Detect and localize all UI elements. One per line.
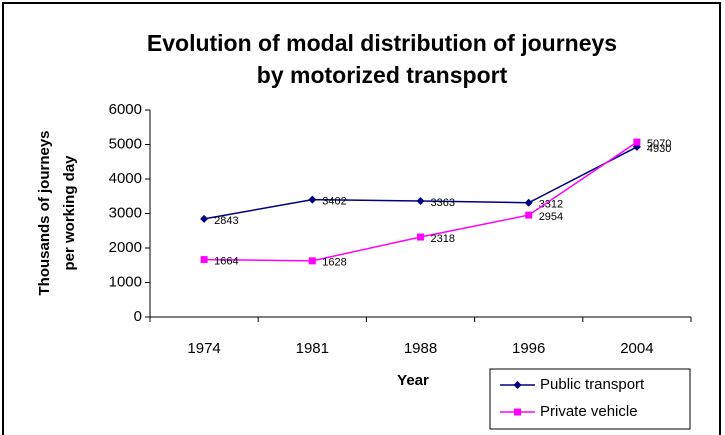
chart-title: Evolution of modal distribution of journ… — [147, 30, 617, 56]
chart-title: by motorized transport — [257, 62, 508, 88]
data-label: 2954 — [539, 211, 563, 223]
data-point — [633, 138, 641, 146]
data-label: 2843 — [214, 215, 238, 227]
y-tick-label: 1000 — [109, 273, 142, 290]
data-point — [200, 214, 209, 223]
data-label: 5070 — [647, 138, 671, 150]
legend-label: Public transport — [540, 376, 645, 393]
x-tick-label: 1996 — [512, 340, 545, 357]
data-label: 1628 — [322, 257, 346, 269]
legend-marker — [514, 408, 521, 416]
data-point — [308, 195, 317, 204]
data-point — [525, 211, 533, 219]
legend-marker — [513, 381, 522, 389]
x-tick-label: 2004 — [620, 340, 653, 357]
legend-box — [489, 368, 691, 430]
data-label: 1664 — [214, 255, 238, 267]
y-axis-title: Thousands of journeys — [36, 130, 53, 295]
y-tick-label: 3000 — [109, 204, 142, 221]
y-tick-label: 0 — [134, 308, 142, 325]
data-point — [416, 196, 425, 205]
data-label: 4930 — [647, 143, 671, 155]
data-point — [417, 233, 424, 241]
data-label: 3402 — [322, 196, 346, 208]
x-tick-label: 1981 — [296, 340, 329, 357]
x-axis-title: Year — [397, 372, 429, 389]
y-tick-label: 5000 — [109, 135, 142, 152]
x-tick-label: 1988 — [404, 340, 437, 357]
x-tick-label: 1974 — [187, 340, 220, 357]
data-point — [308, 257, 316, 265]
y-axis-title: per working day — [61, 155, 78, 271]
y-tick-label: 6000 — [109, 101, 142, 118]
data-label: 2318 — [431, 233, 455, 245]
data-point — [200, 256, 208, 264]
data-label: 3312 — [539, 199, 563, 211]
y-tick-label: 4000 — [109, 170, 142, 187]
legend-label: Private vehicle — [540, 403, 638, 420]
data-point — [524, 198, 533, 207]
y-tick-label: 2000 — [109, 239, 142, 256]
data-label: 3363 — [431, 197, 455, 209]
